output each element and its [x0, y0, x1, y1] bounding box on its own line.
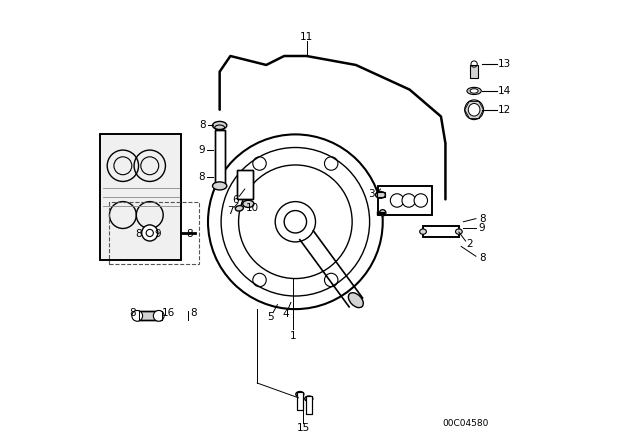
Text: 5: 5 [267, 312, 273, 322]
Text: 14: 14 [498, 86, 511, 96]
Text: 8: 8 [190, 308, 197, 318]
Text: 10: 10 [245, 203, 259, 213]
Ellipse shape [470, 89, 478, 93]
Ellipse shape [467, 87, 481, 95]
Text: 15: 15 [296, 423, 310, 433]
Ellipse shape [212, 121, 227, 129]
Ellipse shape [420, 229, 426, 234]
Text: 8: 8 [479, 214, 486, 224]
Text: 13: 13 [498, 59, 511, 69]
Text: 8: 8 [479, 253, 486, 263]
Ellipse shape [212, 182, 227, 190]
Text: 6: 6 [232, 195, 239, 205]
Circle shape [132, 310, 143, 321]
Ellipse shape [376, 192, 385, 198]
Text: 7: 7 [227, 207, 234, 216]
Bar [378, 186, 432, 215]
Ellipse shape [236, 206, 243, 211]
Text: 2: 2 [467, 239, 473, 249]
Bar [423, 226, 459, 237]
Bar [306, 396, 312, 414]
Text: 9: 9 [198, 145, 205, 155]
Text: 16: 16 [162, 308, 175, 318]
Ellipse shape [468, 103, 480, 116]
Text: 00C04580: 00C04580 [442, 419, 489, 428]
Bar [423, 226, 459, 237]
Bar [237, 170, 253, 199]
Text: 8: 8 [129, 308, 136, 318]
Text: 8: 8 [135, 229, 142, 239]
Bar [215, 130, 225, 184]
Text: 8: 8 [199, 120, 206, 129]
Bar [100, 134, 181, 260]
Circle shape [402, 194, 415, 207]
Ellipse shape [305, 396, 313, 401]
Circle shape [141, 225, 158, 241]
Bar [378, 186, 432, 215]
Bar [136, 311, 161, 320]
Ellipse shape [243, 200, 254, 207]
Text: 4: 4 [283, 310, 289, 319]
Text: 8: 8 [186, 229, 193, 239]
Bar [377, 192, 385, 197]
Bar [297, 392, 303, 410]
Ellipse shape [465, 100, 484, 120]
Text: 9: 9 [479, 224, 486, 233]
Bar [215, 130, 225, 184]
Bar [136, 311, 161, 320]
Ellipse shape [456, 229, 462, 234]
Text: 11: 11 [300, 32, 313, 42]
Text: 3: 3 [368, 189, 374, 198]
Text: 1: 1 [290, 331, 296, 341]
Bar [297, 392, 303, 410]
Bar [100, 134, 181, 260]
Ellipse shape [296, 392, 304, 397]
Circle shape [414, 194, 428, 207]
Bar [237, 170, 253, 199]
Circle shape [390, 194, 404, 207]
Text: 8: 8 [198, 172, 205, 181]
Bar [109, 202, 199, 264]
Ellipse shape [348, 293, 364, 308]
Bar [470, 65, 478, 78]
Text: 9: 9 [154, 229, 161, 239]
Circle shape [154, 310, 164, 321]
Text: 12: 12 [498, 105, 511, 115]
Ellipse shape [380, 210, 386, 216]
Bar [306, 396, 312, 414]
